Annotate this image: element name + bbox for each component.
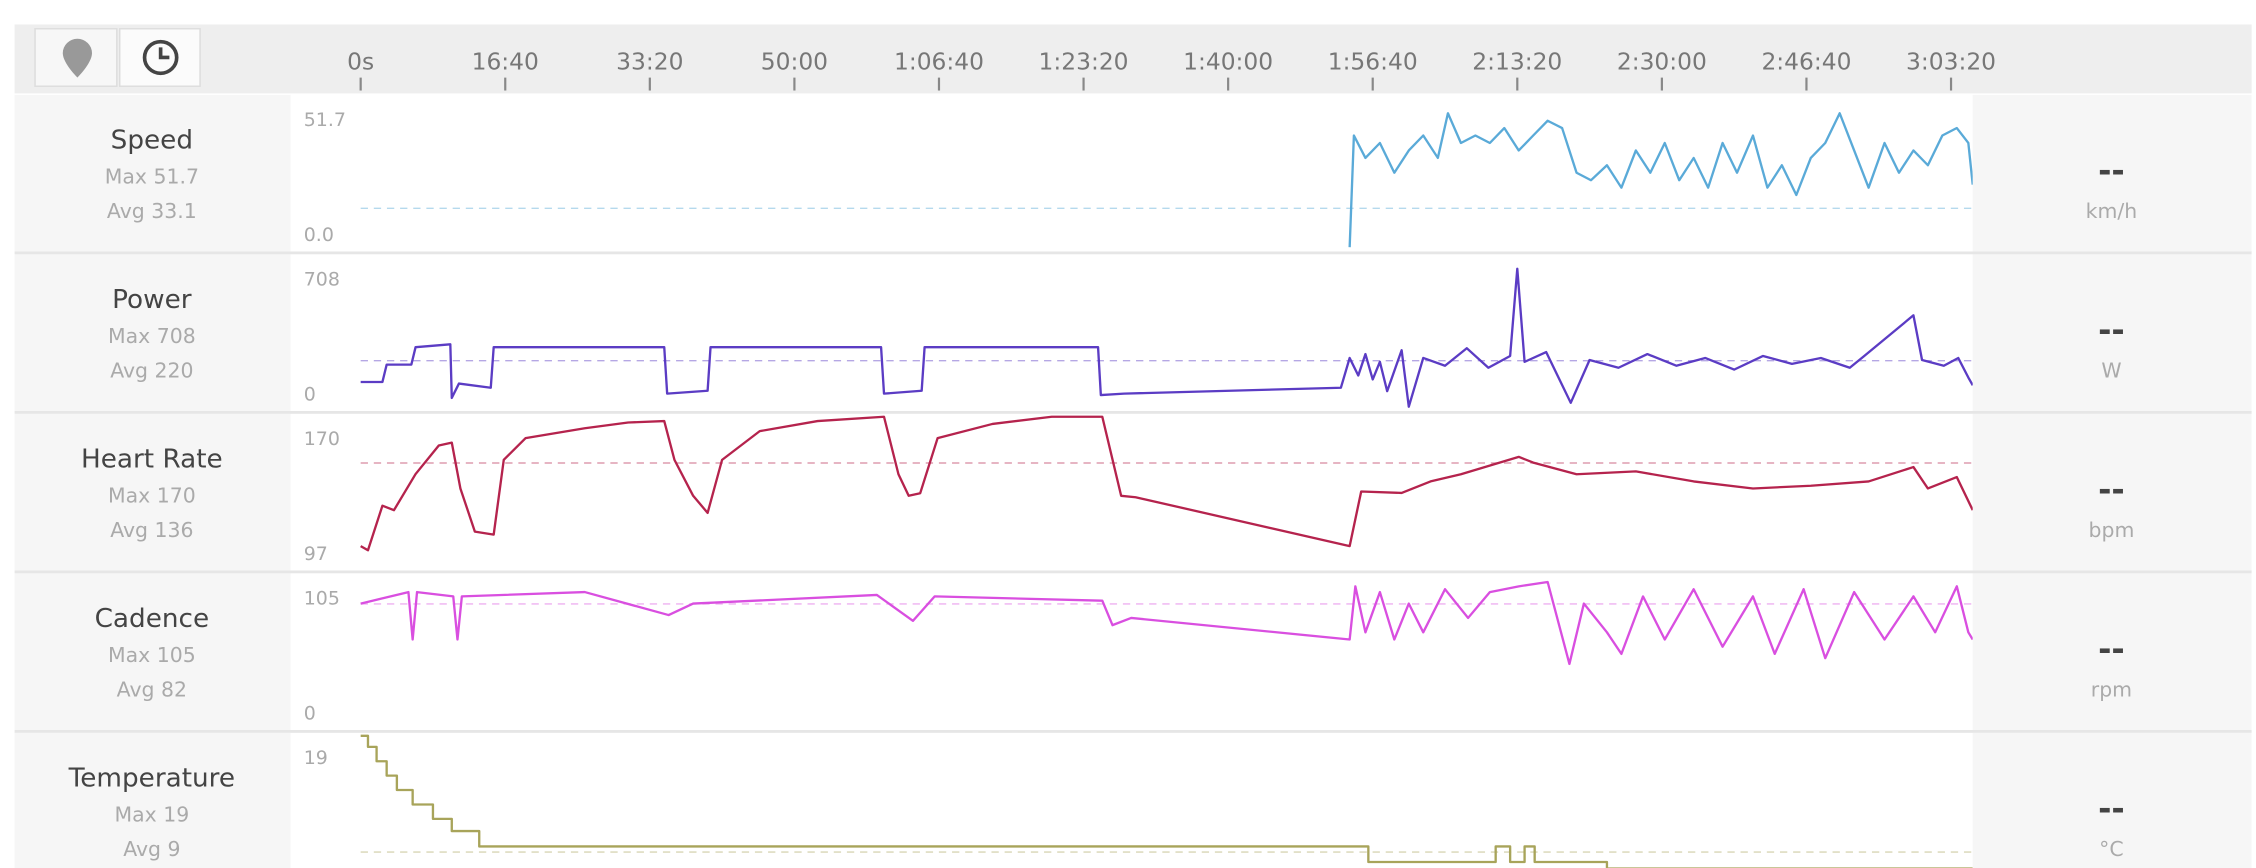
y-tick-label: 170 — [304, 429, 340, 450]
unit-label: rpm — [2091, 678, 2132, 702]
current-value: -- — [2098, 630, 2125, 668]
metric-max: Max 170 — [108, 484, 196, 508]
unit-label: km/h — [2086, 199, 2138, 223]
metric-avg: Avg 9 — [123, 837, 180, 861]
x-tick-label: 2:13:20 — [1472, 49, 1562, 76]
y-tick-label: 0.0 — [304, 225, 334, 246]
label-panel — [14, 94, 291, 252]
clock-hands — [158, 47, 170, 60]
unit-label: °C — [2099, 837, 2123, 861]
x-tick-label: 2:46:40 — [1761, 49, 1851, 76]
x-tick-label: 0s — [347, 49, 374, 76]
value-panel — [1972, 413, 2252, 571]
data-line — [360, 415, 1973, 552]
current-value: -- — [2098, 311, 2125, 349]
toolbar — [14, 24, 2252, 94]
y-tick-label: 97 — [304, 544, 328, 565]
y-tick-label: 19 — [304, 748, 328, 769]
value-panel — [1972, 94, 2252, 252]
value-panel — [1972, 732, 2252, 868]
current-value: -- — [2098, 471, 2125, 509]
x-tick-label: 3:03:20 — [1906, 49, 1996, 76]
current-value: -- — [2098, 790, 2125, 828]
metric-avg: Avg 82 — [117, 678, 187, 702]
x-tick-label: 1:06:40 — [894, 49, 984, 76]
label-panel — [14, 573, 291, 731]
data-line — [360, 267, 1973, 408]
plot-panel — [290, 254, 1973, 412]
x-tick-label: 33:20 — [616, 49, 683, 76]
metric-title: Heart Rate — [81, 444, 223, 474]
metric-title: Speed — [111, 125, 193, 155]
current-value: -- — [2098, 152, 2125, 190]
label-panel — [14, 413, 291, 571]
y-tick-label: 51.7 — [304, 110, 346, 131]
data-line — [1348, 112, 1973, 248]
map-pin-icon — [62, 38, 92, 78]
label-panel — [14, 254, 291, 412]
unit-label: bpm — [2089, 518, 2135, 542]
x-tick-label: 1:40:00 — [1183, 49, 1273, 76]
y-tick-label: 0 — [304, 704, 316, 725]
metric-max: Max 51.7 — [105, 165, 199, 189]
clock-icon — [142, 39, 179, 76]
metric-max: Max 105 — [108, 643, 196, 667]
plot-panel — [290, 732, 1973, 868]
x-tick-label: 1:23:20 — [1039, 49, 1129, 76]
unit-label: W — [2101, 359, 2121, 383]
data-line — [360, 734, 1973, 868]
y-tick-label: 105 — [304, 589, 340, 610]
metric-title: Cadence — [95, 604, 210, 634]
x-tick-label: 2:30:00 — [1617, 49, 1707, 76]
metric-avg: Avg 33.1 — [107, 199, 197, 223]
x-tick-label: 1:56:40 — [1328, 49, 1418, 76]
y-tick-label: 708 — [304, 270, 340, 291]
time-button[interactable] — [119, 28, 201, 87]
metric-max: Max 708 — [108, 324, 196, 348]
metric-max: Max 19 — [114, 803, 189, 827]
value-panel — [1972, 573, 2252, 731]
plot-panel — [290, 413, 1973, 571]
label-panel — [14, 732, 291, 868]
x-tick-label: 16:40 — [472, 49, 539, 76]
plot-panel — [290, 573, 1973, 731]
metric-avg: Avg 220 — [110, 359, 193, 383]
x-tick-label: 50:00 — [761, 49, 828, 76]
metric-avg: Avg 136 — [110, 518, 193, 542]
metric-title: Power — [112, 285, 192, 315]
data-line — [360, 580, 1973, 666]
metric-title: Temperature — [68, 764, 235, 794]
y-tick-label: 0 — [304, 385, 316, 406]
value-panel — [1972, 254, 2252, 412]
plot-panel — [290, 94, 1973, 252]
